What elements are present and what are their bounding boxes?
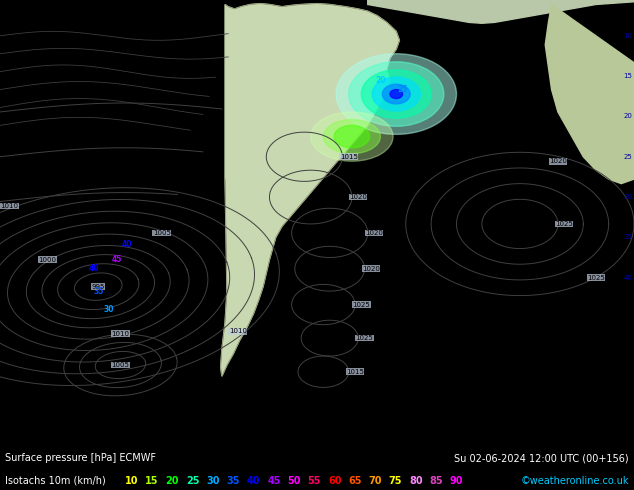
Text: 70: 70 (368, 476, 382, 486)
Text: 995: 995 (91, 284, 105, 290)
Text: 30: 30 (104, 304, 114, 314)
Text: 85: 85 (429, 476, 443, 486)
Text: 90: 90 (450, 476, 463, 486)
Ellipse shape (323, 120, 380, 154)
Text: 65: 65 (348, 476, 362, 486)
Text: 10: 10 (125, 476, 139, 486)
Text: 1010: 1010 (229, 328, 247, 334)
Text: Isotachs 10m (km/h): Isotachs 10m (km/h) (5, 476, 106, 486)
Polygon shape (545, 4, 634, 184)
Text: 25: 25 (398, 85, 408, 94)
Text: 20: 20 (165, 476, 179, 486)
Text: 15: 15 (145, 476, 159, 486)
Text: 1025: 1025 (353, 301, 370, 308)
Text: 75: 75 (389, 476, 403, 486)
Text: Surface pressure [hPa] ECMWF: Surface pressure [hPa] ECMWF (5, 453, 156, 464)
Text: 55: 55 (307, 476, 321, 486)
Text: 15: 15 (623, 73, 632, 79)
Text: 50: 50 (287, 476, 301, 486)
Text: 1020: 1020 (349, 194, 367, 200)
Ellipse shape (361, 70, 431, 118)
Text: Su 02-06-2024 12:00 UTC (00+156): Su 02-06-2024 12:00 UTC (00+156) (455, 453, 629, 464)
Text: 25: 25 (186, 476, 200, 486)
Text: 1020: 1020 (365, 230, 383, 236)
Text: ©weatheronline.co.uk: ©weatheronline.co.uk (521, 476, 629, 486)
Text: 1000: 1000 (39, 257, 56, 263)
Ellipse shape (390, 90, 403, 98)
Text: 1020: 1020 (362, 266, 380, 272)
Text: 40: 40 (247, 476, 261, 486)
Ellipse shape (382, 84, 410, 104)
Text: 30: 30 (206, 476, 220, 486)
Polygon shape (368, 0, 634, 24)
Text: 1015: 1015 (340, 154, 358, 160)
Ellipse shape (311, 112, 393, 161)
Text: 1005: 1005 (153, 230, 171, 236)
Text: 35: 35 (226, 476, 240, 486)
Text: 45: 45 (267, 476, 281, 486)
Text: 40: 40 (623, 275, 632, 281)
Text: 45: 45 (112, 255, 122, 264)
Ellipse shape (372, 77, 420, 111)
Text: 1005: 1005 (112, 362, 129, 368)
Text: 10: 10 (623, 33, 632, 39)
Text: 20: 20 (623, 114, 632, 120)
Text: 1010: 1010 (112, 331, 129, 337)
Text: 20: 20 (375, 76, 385, 85)
Ellipse shape (349, 62, 444, 126)
Text: 80: 80 (409, 476, 423, 486)
Text: 25: 25 (623, 154, 632, 160)
Text: 40: 40 (89, 264, 99, 273)
Polygon shape (221, 3, 399, 376)
Text: 1015: 1015 (346, 368, 364, 375)
Text: 60: 60 (328, 476, 342, 486)
Text: 1025: 1025 (356, 335, 373, 341)
Text: 30: 30 (623, 194, 632, 200)
Text: 40: 40 (122, 240, 132, 248)
Text: 1020: 1020 (549, 158, 567, 164)
Text: 1025: 1025 (587, 275, 605, 281)
Text: 35: 35 (93, 287, 103, 295)
Text: 1010: 1010 (1, 203, 18, 209)
Ellipse shape (336, 54, 456, 134)
Text: 1025: 1025 (555, 221, 573, 227)
Text: 35: 35 (623, 234, 632, 241)
Ellipse shape (334, 125, 370, 148)
